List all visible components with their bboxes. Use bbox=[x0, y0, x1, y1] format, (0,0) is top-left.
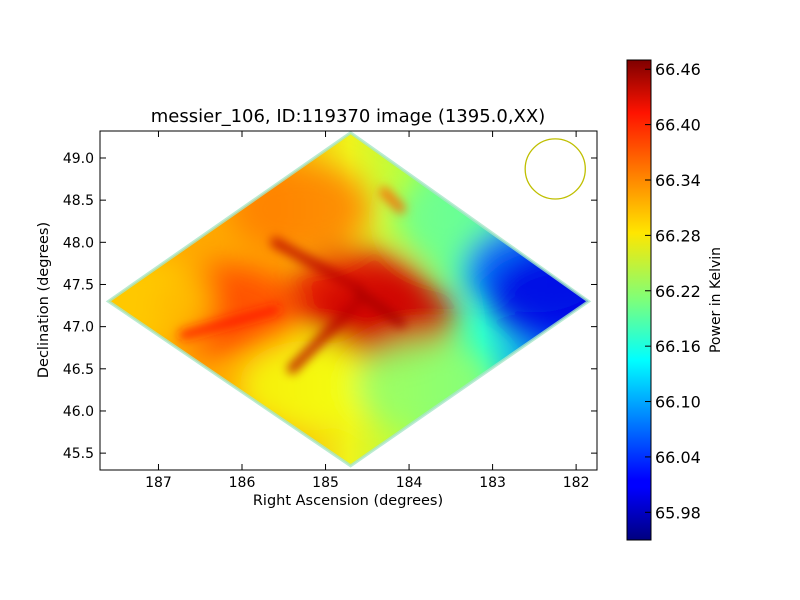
chart-title: messier_106, ID:119370 image (1395.0,XX) bbox=[151, 106, 546, 127]
x-tick-label-2: 185 bbox=[312, 475, 339, 491]
heatmap-footprint bbox=[105, 131, 592, 468]
heatmap-filament-2 bbox=[353, 287, 406, 328]
colorbar-tick-label-2: 66.10 bbox=[655, 393, 701, 412]
heatmap-region-9 bbox=[108, 256, 212, 347]
heatmap-filament-1 bbox=[270, 237, 364, 294]
y-tick-label-3: 47.0 bbox=[63, 320, 94, 336]
heatmap-region-8 bbox=[489, 247, 589, 338]
colorbar-label: Power in Kelvin bbox=[708, 247, 724, 353]
colorbar-tick-label-8: 66.46 bbox=[655, 60, 701, 79]
y-tick-label-5: 48.0 bbox=[63, 235, 94, 251]
colorbar-tick-label-4: 66.22 bbox=[655, 282, 701, 301]
x-tick-label-5: 182 bbox=[563, 475, 590, 491]
y-tick-label-7: 49.0 bbox=[63, 151, 94, 167]
heatmap-filament-0 bbox=[178, 304, 281, 341]
x-tick-label-0: 187 bbox=[145, 475, 172, 491]
colorbar bbox=[626, 59, 652, 541]
heatmap-region-1 bbox=[230, 163, 371, 254]
colorbar-tick-label-3: 66.16 bbox=[655, 337, 701, 356]
colorbar-tick-label-0: 65.98 bbox=[655, 503, 701, 522]
x-axis-ticks: 187 186 185 184 183 182 bbox=[145, 131, 589, 491]
y-tick-label-4: 47.5 bbox=[63, 277, 94, 293]
heatmap-region-3 bbox=[314, 273, 454, 364]
colorbar-tick-label-7: 66.40 bbox=[655, 116, 701, 135]
heatmap-region-4 bbox=[238, 340, 379, 431]
colorbar-tick-label-1: 66.04 bbox=[655, 448, 701, 467]
y-axis-label: Declination (degrees) bbox=[36, 222, 52, 378]
y-tick-label-0: 45.5 bbox=[63, 446, 94, 462]
y-axis-ticks: 45.5 46.0 46.5 47.0 47.5 48.0 48.5 49.0 bbox=[63, 151, 597, 462]
plot-frame bbox=[99, 130, 598, 471]
heatmap-region-5 bbox=[355, 340, 496, 431]
x-axis-label: Right Ascension (degrees) bbox=[253, 493, 443, 509]
y-tick-label-6: 48.5 bbox=[63, 193, 94, 209]
heatmap-filament-4 bbox=[379, 186, 406, 214]
y-tick-label-1: 46.0 bbox=[63, 404, 94, 420]
colorbar-ticks: 65.98 66.04 66.10 66.16 66.22 66.28 66.34 66.40… bbox=[645, 60, 701, 522]
colorbar-tick-label-6: 66.34 bbox=[655, 171, 701, 190]
x-tick-label-3: 184 bbox=[396, 475, 423, 491]
colorbar-tick-label-5: 66.28 bbox=[655, 226, 701, 245]
beam-circle bbox=[524, 138, 586, 200]
heatmap-filament-3 bbox=[287, 296, 364, 374]
y-tick-label-2: 46.5 bbox=[63, 362, 94, 378]
x-tick-label-1: 186 bbox=[229, 475, 256, 491]
x-tick-label-4: 183 bbox=[479, 475, 506, 491]
